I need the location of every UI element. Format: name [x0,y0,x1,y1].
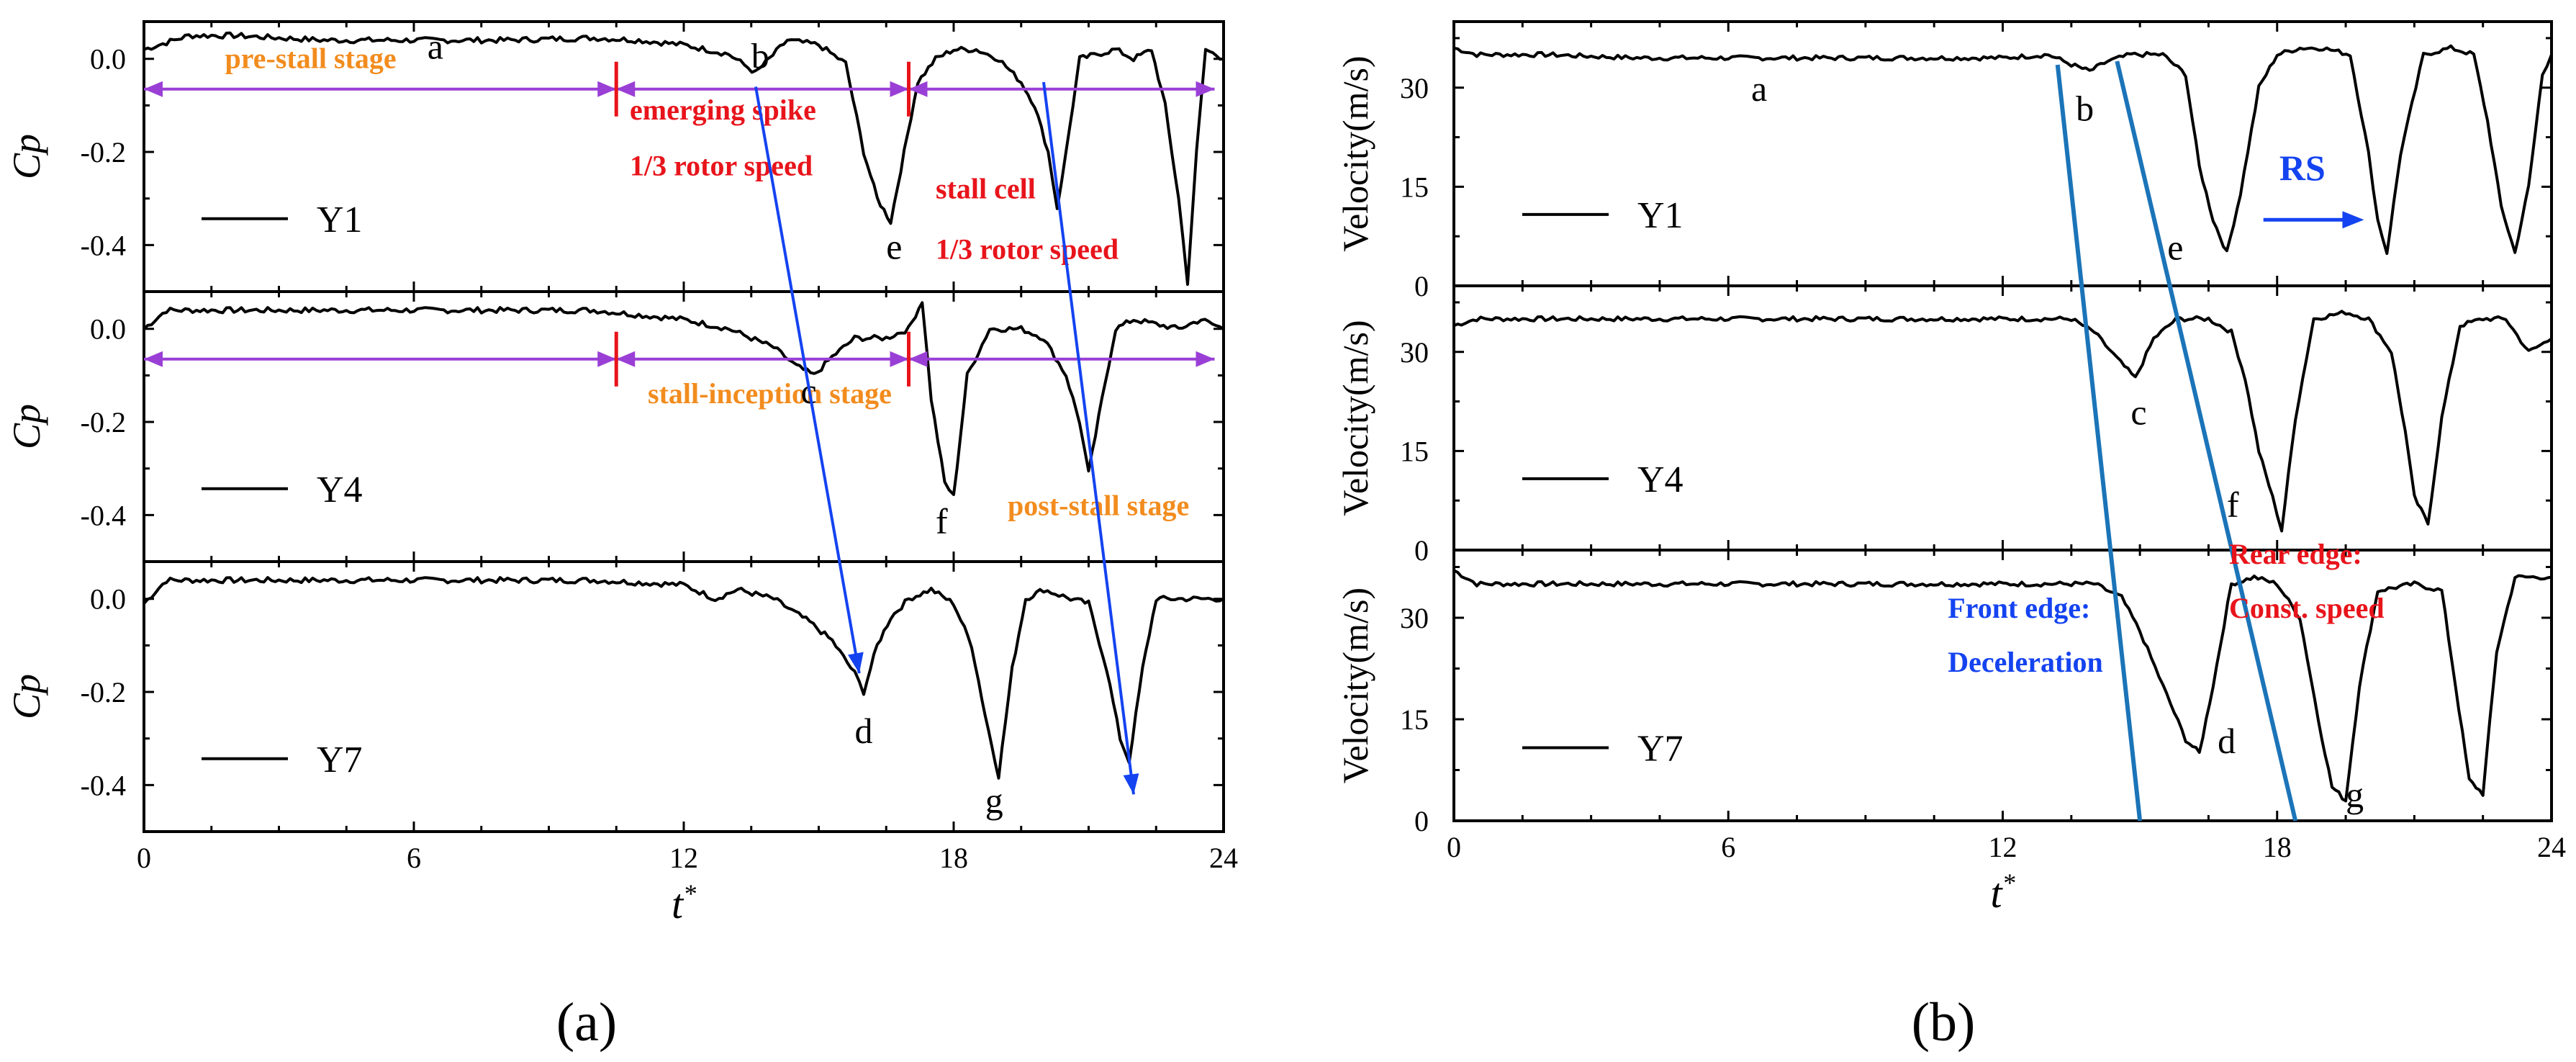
plot-frame-Y7 [143,560,1225,833]
y-tick-label: -0.4 [81,769,126,801]
y-tick-label: 15 [1400,435,1429,467]
series-line-Y7 [1453,569,2552,803]
x-tick-label: 0 [1447,831,1461,863]
x-tick-label: 18 [2263,831,2292,863]
post-stall-arrow-y4-head-left [908,351,928,367]
point-label-a: a [428,27,443,67]
inception-arrow-head-right [890,81,909,97]
rear-edge-label: Rear edge: [2229,538,2362,570]
x-tick-label: 24 [2537,831,2566,863]
post-stall-arrow-y4-head-right [1196,351,1215,367]
x-tick-label: 24 [1209,842,1238,874]
pre-stall-arrow-head-left [144,81,163,97]
legend-label-Y7: Y7 [1637,728,1684,769]
point-label-f: f [2227,485,2239,525]
inception-arrow-y4-head-right [890,351,909,367]
y-tick-label: -0.2 [81,136,126,168]
y-tick-label: 0.0 [90,583,126,616]
rs-label: RS [2279,148,2326,188]
point-label-b: b [2076,89,2094,129]
y-tick-label: -0.4 [81,499,126,531]
post-stall-arrow-head-left [908,81,928,97]
y-axis-label: Velocity(m/s) [1335,320,1375,516]
point-label-g: g [985,780,1003,821]
x-tick-label: 0 [137,842,151,874]
point-label-g: g [2346,775,2364,815]
spike-speed-label: 1/3 rotor speed [630,149,813,181]
legend-label-Y4: Y4 [317,469,363,510]
y-tick-label: 0 [1414,805,1429,837]
pre-stall-arrow-head-right [597,81,617,97]
post-stall-arrow-head-right [1196,81,1215,97]
point-label-e: e [2167,227,2183,267]
pre-stall-label: pre-stall stage [225,42,397,75]
y-tick-label: 30 [1400,72,1429,104]
spike-propagation-arrow-head [848,652,864,674]
emerging-spike-label: emerging spike [630,94,816,126]
y-tick-label: 15 [1400,703,1429,736]
y-tick-label: 0.0 [90,43,126,76]
y-tick-label: 30 [1400,602,1429,634]
series-line-Y7 [143,576,1224,780]
point-label-e: e [886,227,902,267]
legend-label-Y4: Y4 [1637,459,1684,500]
series-line-Y1 [143,31,1224,286]
y-tick-label: -0.2 [81,676,126,708]
legend-label-Y7: Y7 [317,739,363,780]
point-label-d: d [855,711,873,751]
spike-propagation-arrow [754,86,861,674]
stall-cell-label: stall cell [936,173,1036,205]
point-label-f: f [936,501,948,541]
x-axis-label: t* [1990,868,2015,917]
y-tick-label: 0 [1414,270,1429,302]
rs-arrow-head [2342,211,2364,229]
x-tick-label: 6 [1721,831,1735,863]
cell-speed-label: 1/3 rotor speed [936,233,1118,266]
pre-stall-arrow-y4-head-left [144,351,163,367]
plot-frame-Y4 [1452,284,2553,552]
series-line-Y4 [143,301,1224,496]
front-edge-desc: Deceleration [1948,646,2102,678]
legend-label-Y1: Y1 [317,199,363,240]
point-label-d: d [2218,721,2236,761]
x-tick-label: 6 [407,842,421,874]
cell-propagation-arrow-head [1123,773,1139,795]
rear-edge-line [2115,60,2298,822]
y-tick-label: -0.2 [81,406,126,438]
caption-a: (a) [556,992,617,1053]
series-line-Y1 [1453,44,2553,256]
legend-label-Y1: Y1 [1637,195,1684,236]
point-label-c: c [2130,392,2146,433]
y-axis-label: Velocity(m/s) [1335,55,1375,251]
y-tick-label: 0 [1414,534,1429,567]
caption-b: (b) [1912,992,1976,1053]
x-tick-label: 12 [669,842,698,874]
front-edge-label: Front edge: [1948,592,2090,624]
y-axis-label: Cp [5,404,48,449]
x-tick-label: 18 [939,842,968,874]
chart-b: 0 15 30 Velocity(m/s) Y1 0 15 30 Velocity(m/s) Y4… [1335,20,2566,917]
point-label-b: b [751,36,769,76]
y-tick-label: -0.4 [81,229,126,261]
y-axis-label: Cp [5,134,48,179]
x-tick-label: 12 [1989,831,2017,863]
cell-propagation-arrow [1042,81,1135,795]
y-tick-label: 0.0 [90,313,126,346]
chart-a: 0.0 -0.2 -0.4 Cp Y1 0.0 -0.2 -0.4 Cp Y4 0.0 -0.2 -0.… [5,20,1238,927]
pre-stall-arrow-y4-head-right [597,351,617,367]
point-label-a: a [1751,68,1767,109]
x-axis-label: t* [672,879,696,927]
y-tick-label: 30 [1400,336,1429,369]
rear-edge-desc: Const. speed [2229,592,2385,624]
inception-arrow-y4-head-left [616,351,636,367]
front-edge-line [2055,64,2143,822]
y-axis-label: Cp [5,674,48,719]
y-tick-label: 15 [1400,171,1429,203]
stall-inception-label: stall-inception stage [648,377,892,410]
inception-arrow-head-left [616,81,636,97]
y-axis-label: Velocity(m/s) [1335,588,1375,783]
series-line-Y4 [1453,310,2553,533]
